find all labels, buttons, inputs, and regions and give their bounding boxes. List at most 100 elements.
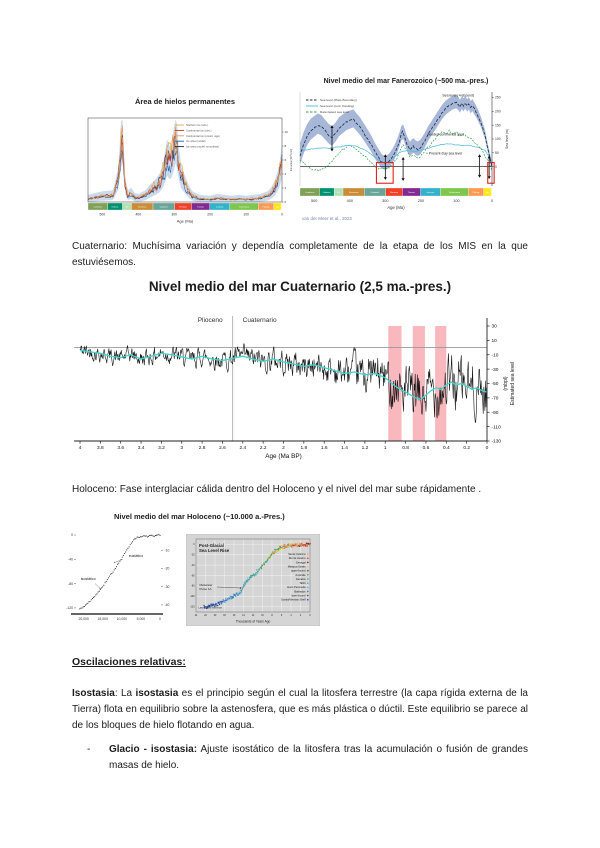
holocene-sea-level-chart: 0 -40 -80 -120 -10 -20 -30 -40 20,000 15,000 10,00…: [66, 533, 170, 621]
phanerozoic-sea-level-chart: Sea level (Plate Boundary) Sea level (con…: [299, 92, 509, 210]
chart-attribution: van der Meer et al., 2022: [302, 216, 353, 221]
svg-text:500: 500: [311, 199, 317, 203]
svg-text:0.8: 0.8: [402, 445, 409, 451]
section-heading: Oscilaciones relativas:: [72, 656, 186, 668]
svg-text:Post-Glacial: Post-Glacial: [199, 543, 224, 548]
svg-text:-100: -100: [190, 596, 195, 598]
svg-text:4: 4: [285, 172, 287, 176]
svg-text:Carbonif.: Carbonif.: [371, 191, 380, 194]
svg-text:0: 0: [486, 445, 489, 451]
page-title: Nivel medio del mar Cuaternario (2,5 ma.…: [148, 279, 452, 294]
svg-text:Triassic: Triassic: [197, 206, 204, 208]
svg-text:Sea Level Rise: Sea Level Rise: [199, 548, 230, 553]
svg-text:Northern ice (obs.): Northern ice (obs.): [186, 123, 208, 127]
svg-text:14: 14: [242, 615, 245, 617]
svg-text:-10: -10: [165, 548, 170, 552]
svg-text:Huon Peninsula: Huon Peninsula: [287, 585, 306, 589]
quaternary-figure: Plioceno Cuaternario 4 3.8 3.6 3.4 3.2 3 2.8 2.6 2…: [62, 306, 532, 466]
svg-text:300: 300: [382, 199, 388, 203]
svg-text:-30: -30: [165, 585, 170, 589]
svg-text:3.2: 3.2: [158, 445, 165, 451]
svg-text:Tahiti: Tahiti: [299, 581, 305, 585]
svg-text:2: 2: [300, 615, 302, 617]
svg-text:0.4: 0.4: [443, 445, 450, 451]
svg-text:isostático: isostático: [81, 577, 96, 581]
svg-text:Sea level (cont. flooding): Sea level (cont. flooding): [320, 104, 354, 108]
svg-text:1: 1: [384, 445, 387, 451]
svg-text:Rio de Janeiro: Rio de Janeiro: [289, 556, 306, 560]
svg-text:-90: -90: [492, 410, 499, 416]
svg-text:-40: -40: [68, 558, 73, 562]
svg-text:22: 22: [204, 615, 207, 617]
svg-text:400: 400: [347, 199, 353, 203]
svg-text:3.4: 3.4: [138, 445, 145, 451]
svg-text:8: 8: [285, 144, 287, 148]
svg-text:0: 0: [159, 617, 161, 621]
svg-text:2.4: 2.4: [239, 445, 246, 451]
svg-text:(mbpl): (mbpl): [503, 376, 509, 391]
svg-text:flooded continental area: flooded continental area: [428, 133, 464, 137]
svg-text:1.2: 1.2: [362, 445, 369, 451]
svg-text:-20: -20: [191, 554, 195, 556]
svg-text:10: 10: [492, 338, 498, 344]
svg-text:≈ Present-Day sea level: ≈ Present-Day sea level: [426, 151, 462, 155]
holocene-chart-title: Nivel medio del mar Holoceno (~10.000 a.…: [114, 512, 285, 521]
svg-text:-80: -80: [191, 586, 195, 588]
ice-area-chart: Northern ice (obs.)Continental ice (obs.…: [87, 117, 293, 224]
svg-text:Plioceno: Plioceno: [198, 317, 223, 324]
svg-text:Cuaternario: Cuaternario: [243, 317, 277, 324]
paragraph-holoceno: Holoceno: Fase interglaciar cálida dentr…: [72, 484, 482, 495]
svg-text:0.6: 0.6: [423, 445, 430, 451]
svg-text:-120: -120: [190, 607, 195, 609]
svg-text:Australia: Australia: [295, 573, 306, 577]
svg-text:100: 100: [453, 199, 459, 203]
svg-text:Permian: Permian: [179, 206, 186, 208]
svg-text:Paleog.: Paleog.: [263, 206, 270, 208]
svg-text:2.6: 2.6: [219, 445, 226, 451]
svg-text:eustático: eustático: [129, 554, 143, 558]
svg-text:2: 2: [285, 186, 287, 190]
svg-text:Triassic: Triassic: [408, 191, 416, 194]
svg-text:upper bound: upper bound: [291, 569, 306, 573]
svg-text:200: 200: [495, 110, 501, 114]
svg-text:-70: -70: [492, 396, 499, 402]
svg-text:Santa Catarina: Santa Catarina: [288, 552, 306, 556]
svg-text:Pulse 1A: Pulse 1A: [200, 587, 212, 591]
holocene-figure: 0 -40 -80 -120 -10 -20 -30 -40 20,000 15,000 10,00…: [60, 526, 185, 634]
svg-text:30: 30: [492, 324, 498, 330]
svg-text:-130: -130: [492, 439, 502, 445]
svg-text:250: 250: [495, 96, 501, 100]
svg-text:Continental ice (uncert. age): Continental ice (uncert. age): [186, 134, 220, 138]
svg-text:Cretaceous: Cretaceous: [449, 191, 461, 194]
svg-text:-10: -10: [492, 352, 499, 358]
list-item-glacio-isostasia: - Glacio - isostasia: Ajuste isostático …: [85, 742, 528, 774]
svg-text:-50: -50: [492, 381, 499, 387]
svg-text:Age (Ma): Age (Ma): [387, 205, 405, 210]
svg-text:12: 12: [252, 615, 255, 617]
svg-text:24: 24: [195, 615, 198, 617]
svg-text:18: 18: [223, 615, 226, 617]
svg-text:8: 8: [271, 615, 273, 617]
svg-text:16: 16: [233, 615, 236, 617]
svg-text:200: 200: [207, 213, 213, 217]
svg-text:20,000: 20,000: [78, 617, 88, 621]
svg-text:Continental ice (obs.): Continental ice (obs.): [186, 128, 211, 132]
svg-text:0: 0: [281, 213, 283, 217]
svg-text:Sea level (Plate Boundary): Sea level (Plate Boundary): [320, 98, 357, 102]
svg-text:6: 6: [285, 158, 287, 162]
svg-text:Devonian: Devonian: [138, 206, 146, 208]
svg-text:1.4: 1.4: [341, 445, 348, 451]
svg-text:Carbonif.: Carbonif.: [160, 206, 169, 208]
quaternary-sea-level-chart: Plioceno Cuaternario 4 3.8 3.6 3.4 3.2 3 2.8 2.6 2…: [74, 316, 516, 460]
svg-text:400: 400: [135, 213, 141, 217]
phanerozoic-chart-title: Nivel medio del mar Fanerozoico (~500 ma…: [323, 78, 489, 85]
svg-text:-40: -40: [165, 603, 170, 607]
svg-text:Paleog.: Paleog.: [472, 192, 480, 194]
svg-text:15,000: 15,000: [98, 617, 108, 621]
svg-text:Meltwater: Meltwater: [200, 583, 213, 587]
svg-text:-110: -110: [492, 424, 502, 430]
svg-text:Sea level (+rebound): Sea level (+rebound): [442, 94, 474, 98]
svg-text:0: 0: [193, 544, 195, 546]
svg-text:Cambrian: Cambrian: [305, 191, 315, 194]
svg-text:-60: -60: [191, 575, 195, 577]
